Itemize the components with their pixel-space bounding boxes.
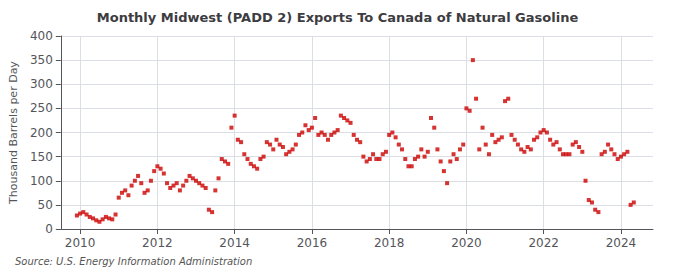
- svg-text:250: 250: [30, 101, 53, 115]
- svg-text:50: 50: [38, 198, 53, 212]
- svg-text:350: 350: [30, 53, 53, 67]
- svg-text:Monthly Midwest (PADD 2) Expor: Monthly Midwest (PADD 2) Exports To Cana…: [97, 10, 579, 25]
- svg-text:150: 150: [30, 150, 53, 164]
- svg-text:2020: 2020: [451, 236, 482, 250]
- svg-text:2024: 2024: [606, 236, 637, 250]
- svg-text:2012: 2012: [142, 236, 173, 250]
- svg-text:2010: 2010: [65, 236, 96, 250]
- svg-text:2018: 2018: [374, 236, 405, 250]
- svg-text:2014: 2014: [219, 236, 250, 250]
- svg-text:Source: U.S. Energy Informatio: Source: U.S. Energy Information Administ…: [15, 256, 252, 267]
- svg-text:2016: 2016: [297, 236, 328, 250]
- svg-text:200: 200: [30, 126, 53, 140]
- svg-text:400: 400: [30, 29, 53, 43]
- svg-text:2022: 2022: [528, 236, 559, 250]
- svg-text:300: 300: [30, 77, 53, 91]
- svg-text:100: 100: [30, 174, 53, 188]
- svg-text:0: 0: [45, 222, 53, 236]
- svg-text:Thousand Barrels per Day: Thousand Barrels per Day: [7, 61, 20, 205]
